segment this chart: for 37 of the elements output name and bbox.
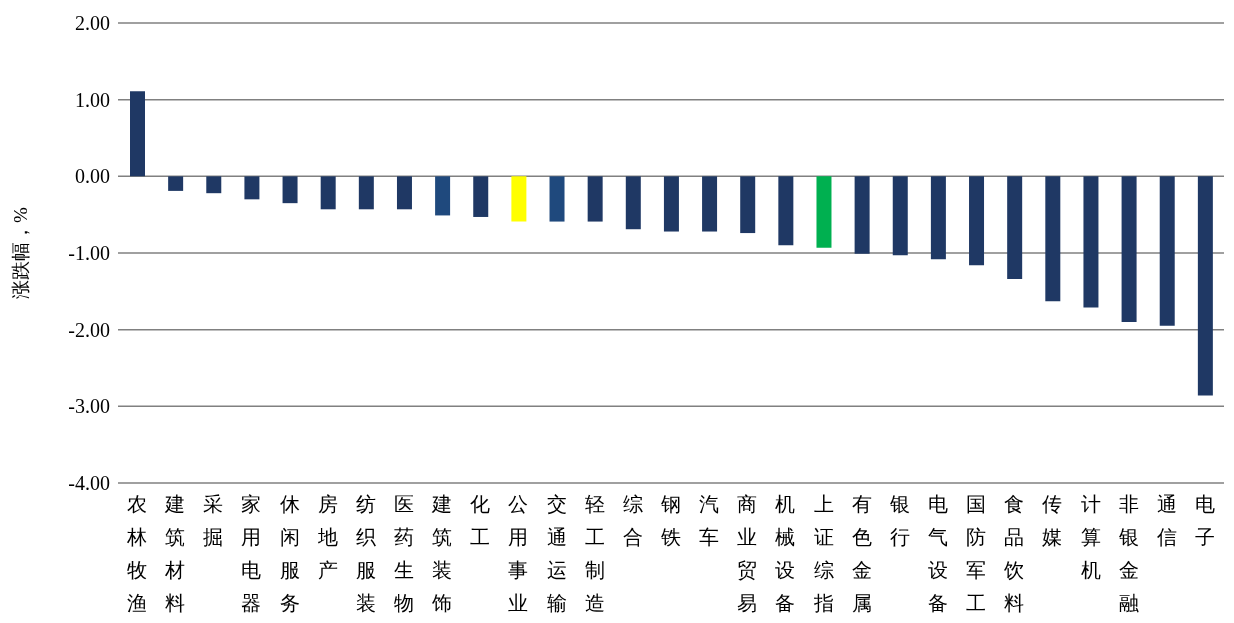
x-tick-label: 采掘 xyxy=(203,493,224,548)
x-tick-label: 计算机 xyxy=(1080,493,1101,581)
x-tick-label: 钢铁 xyxy=(660,493,681,548)
x-tick-label: 电气设备 xyxy=(927,493,948,614)
x-tick-label: 国防军工 xyxy=(966,493,987,614)
x-tick-label: 医药生物 xyxy=(394,493,415,614)
y-tick-label: -3.00 xyxy=(68,395,110,418)
y-tick-label: 1.00 xyxy=(75,88,110,111)
x-tick-label: 轻工制造 xyxy=(584,493,605,614)
x-tick-label: 公用事业 xyxy=(508,493,529,614)
x-tick-label: 通信 xyxy=(1156,493,1177,548)
x-tick-label: 食品饮料 xyxy=(1003,493,1025,614)
x-tick-label: 建筑装饰 xyxy=(431,493,453,614)
x-tick-label: 传媒 xyxy=(1042,493,1063,548)
y-tick-label: -1.00 xyxy=(68,242,110,265)
x-tick-label: 非银金融 xyxy=(1117,493,1139,614)
x-tick-label: 汽车 xyxy=(699,493,720,548)
x-tick-label: 房地产 xyxy=(316,493,338,581)
y-tick-label: 2.00 xyxy=(75,12,110,35)
x-tick-label: 商业贸易 xyxy=(737,493,758,614)
x-tick-label: 化工 xyxy=(470,493,491,548)
x-tick-label: 农林牧渔 xyxy=(126,493,148,614)
x-tick-label: 综合 xyxy=(622,493,643,548)
x-tick-label: 休闲服务 xyxy=(279,493,300,614)
x-tick-label: 纺织服装 xyxy=(355,493,376,614)
x-tick-label: 机械设备 xyxy=(775,493,796,614)
y-axis-title: 涨跌幅，% xyxy=(9,206,31,299)
y-tick-label: 0.00 xyxy=(75,165,110,188)
x-tick-label: 上证综指 xyxy=(812,493,834,614)
y-tick-label: -4.00 xyxy=(68,472,110,495)
x-tick-label: 有色金属 xyxy=(851,493,872,614)
x-tick-label: 建筑材料 xyxy=(164,493,186,614)
y-tick-label: -2.00 xyxy=(68,318,110,341)
x-tick-label: 交通运输 xyxy=(546,493,567,614)
x-tick-label: 电子 xyxy=(1194,493,1215,548)
x-tick-label: 银行 xyxy=(888,493,910,548)
x-tick-label: 家用电器 xyxy=(241,493,262,614)
